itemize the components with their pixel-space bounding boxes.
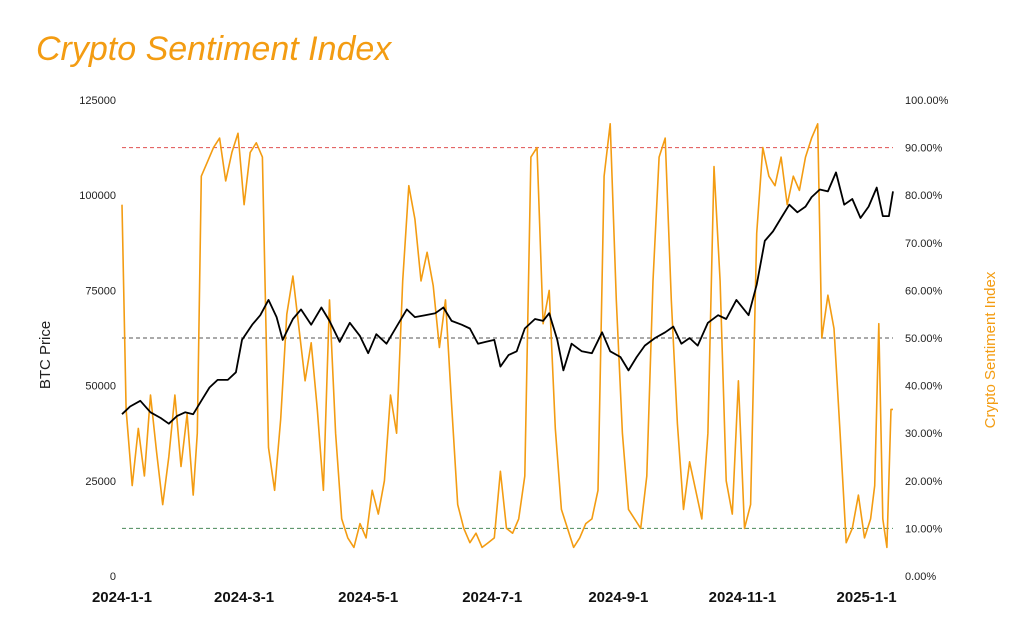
y-left-tick-label: 50000 xyxy=(85,381,116,393)
series-layer xyxy=(121,123,894,549)
x-tick-label: 2024-5-1 xyxy=(338,589,398,606)
x-axis-ticks: 2024-1-1 2024-3-1 2024-5-1 2024-7-1 2024-9-1… xyxy=(92,589,897,606)
y-left-tick-label: 125000 xyxy=(79,95,116,107)
x-tick-label: 2024-7-1 xyxy=(462,589,522,606)
y-left-tick-label: 100000 xyxy=(79,190,116,202)
y-right-axis-label: Crypto Sentiment Index xyxy=(982,271,999,428)
reference-lines xyxy=(122,147,893,529)
y-right-tick-label: 50.00% xyxy=(905,333,943,345)
chart-title: Crypto Sentiment Index xyxy=(36,30,392,68)
left-axis-ticks: 0 25000 50000 75000 100000 125000 xyxy=(79,95,116,583)
y-right-tick-label: 100.00% xyxy=(905,95,949,107)
y-left-tick-label: 25000 xyxy=(85,476,116,488)
sentiment-index-line xyxy=(121,123,893,549)
y-right-tick-label: 0.00% xyxy=(905,571,936,583)
y-right-tick-label: 80.00% xyxy=(905,190,943,202)
x-tick-label: 2024-11-1 xyxy=(709,589,777,606)
x-tick-label: 2024-3-1 xyxy=(214,589,274,606)
y-right-tick-label: 70.00% xyxy=(905,238,943,250)
y-left-tick-label: 0 xyxy=(110,571,116,583)
x-tick-label: 2024-9-1 xyxy=(588,589,648,606)
y-right-tick-label: 40.00% xyxy=(905,381,943,393)
y-right-tick-label: 90.00% xyxy=(905,143,943,155)
y-left-tick-label: 75000 xyxy=(85,285,116,297)
x-tick-label: 2025-1-1 xyxy=(837,589,897,606)
y-left-axis-label: BTC Price xyxy=(37,321,54,389)
y-right-tick-label: 20.00% xyxy=(905,476,943,488)
y-right-tick-label: 60.00% xyxy=(905,285,943,297)
right-axis-ticks: 0.00% 10.00% 20.00% 30.00% 40.00% 50.00% 60.00… xyxy=(905,95,949,583)
y-right-tick-label: 30.00% xyxy=(905,428,943,440)
x-tick-label: 2024-1-1 xyxy=(92,589,152,606)
btc-price-line xyxy=(121,171,894,425)
y-right-tick-label: 10.00% xyxy=(905,523,943,535)
